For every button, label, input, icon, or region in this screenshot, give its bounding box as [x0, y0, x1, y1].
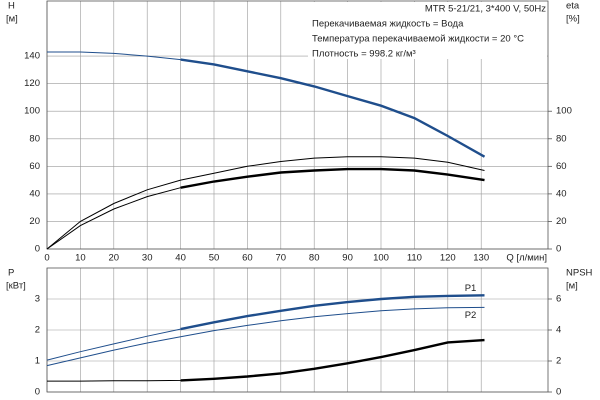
y2-tick-label: 0: [556, 244, 561, 255]
y-axis-unit: [м]: [6, 14, 18, 25]
x-tick-label: 40: [175, 253, 186, 264]
curve-duty: [180, 294, 485, 331]
curve-duty: [180, 58, 486, 158]
x-tick-label: 90: [342, 253, 353, 264]
y2-tick-label: 0: [556, 387, 561, 398]
y-tick-label: 80: [29, 133, 40, 144]
x-tick-label: 20: [109, 253, 120, 264]
annotation: Плотность = 998.2 кг/м³: [312, 49, 416, 60]
annotation-background: [308, 2, 547, 59]
annotation: Перекачиваемая жидкость = Вода: [312, 19, 464, 30]
x-tick-label: 30: [142, 253, 153, 264]
x-tick-label: 0: [44, 253, 49, 264]
x-tick-label: 120: [440, 253, 456, 264]
y2-tick-label: 80: [556, 133, 567, 144]
x-tick-label: 10: [75, 253, 86, 264]
y2-axis-unit: [м]: [566, 281, 578, 292]
y-tick-label: 0: [35, 387, 40, 398]
series-label: P1: [465, 283, 477, 294]
x-tick-label: 130: [473, 253, 489, 264]
y2-tick-label: 60: [556, 161, 567, 172]
x-tick-label: 80: [309, 253, 320, 264]
y-tick-label: 140: [24, 51, 40, 62]
y-tick-label: 100: [24, 106, 40, 117]
plot-frame: [46, 267, 549, 393]
x-tick-label: 100: [373, 253, 389, 264]
y2-tick-label: 2: [556, 356, 561, 367]
annotation: Температура перекачиваемой жидкости = 20…: [312, 34, 524, 45]
y-tick-label: 2: [35, 325, 40, 336]
y-tick-label: 60: [29, 161, 40, 172]
y-tick-label: 20: [29, 216, 40, 227]
x-tick-label: 110: [407, 253, 422, 264]
curve-duty: [180, 338, 485, 382]
y2-axis-label: NPSH: [566, 268, 593, 279]
annotation: MTR 5-21/21, 3*400 V, 50Hz: [425, 4, 546, 15]
y-tick-label: 120: [24, 78, 40, 89]
curve: [46, 306, 485, 367]
x-tick-label: 70: [276, 253, 287, 264]
y2-tick-label: 6: [556, 294, 561, 305]
y-tick-label: 0: [35, 244, 40, 255]
curve: [46, 156, 485, 250]
y-tick-label: 40: [29, 188, 40, 199]
y-axis-label: P: [8, 268, 14, 279]
x-axis-label: Q [л/мин]: [506, 253, 547, 264]
y2-tick-label: 4: [556, 325, 561, 336]
y2-axis-unit: [%]: [566, 14, 580, 25]
y-tick-label: 1: [35, 356, 40, 367]
y-axis-unit: [кВт]: [6, 281, 26, 292]
y-tick-label: 3: [35, 294, 40, 305]
x-tick-label: 50: [209, 253, 220, 264]
y-axis-label: H: [8, 1, 15, 12]
curve-duty: [180, 167, 485, 189]
y2-tick-label: 40: [556, 188, 567, 199]
y2-axis-label: eta: [566, 1, 580, 12]
plot-frame: [46, 0, 549, 250]
x-tick-label: 60: [242, 253, 253, 264]
y2-tick-label: 100: [556, 106, 572, 117]
series-label: P2: [465, 310, 477, 321]
y2-tick-label: 20: [556, 216, 567, 227]
